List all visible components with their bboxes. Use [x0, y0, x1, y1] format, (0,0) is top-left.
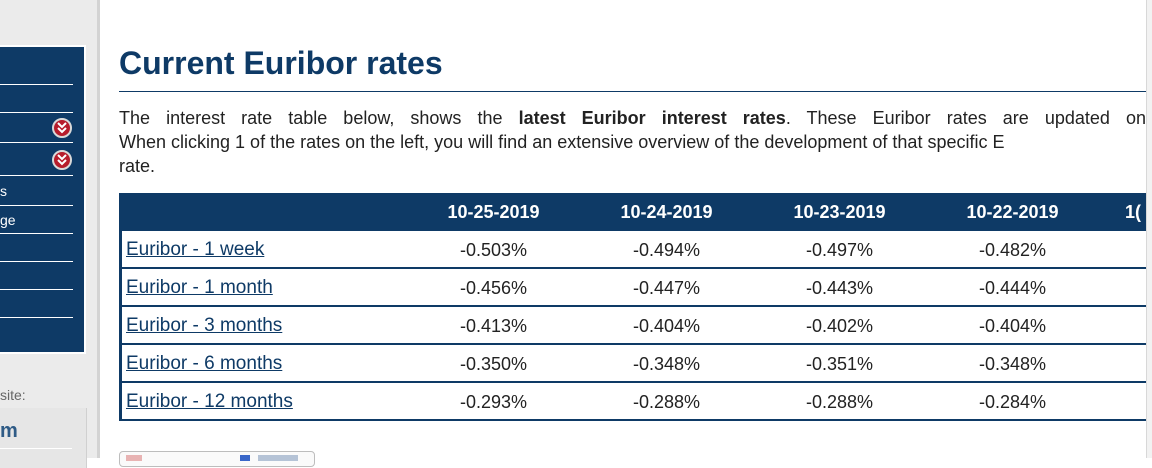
site-label: site: [0, 387, 26, 403]
euribor-rates-table: 10-25-2019 10-24-2019 10-23-2019 10-22-2… [119, 193, 1146, 421]
rate-value: -0.348% [978, 354, 1047, 374]
sidebar-nav: s ge [0, 45, 86, 354]
intro-text: The interest rate table below, shows the [119, 108, 519, 128]
rate-link[interactable]: Euribor - 6 months [126, 353, 283, 374]
rate-value: -0.413% [459, 316, 528, 336]
table-header-row: 10-25-2019 10-24-2019 10-23-2019 10-22-2… [119, 193, 1146, 231]
intro-paragraph: The interest rate table below, shows the… [119, 106, 1146, 178]
intro-line: When clicking 1 of the rates on the left… [119, 132, 1005, 152]
row-marker [119, 307, 122, 343]
sidebar-separator [0, 112, 73, 113]
sidebar-separator [0, 205, 73, 206]
sidebar-separator [0, 233, 73, 234]
scrollbar-edge[interactable] [1146, 0, 1152, 458]
rate-value: -0.494% [632, 240, 701, 260]
row-marker [119, 269, 122, 305]
rate-value: -0.444% [978, 278, 1047, 298]
row-marker [119, 345, 122, 381]
column-header-date: 10-25-2019 [447, 202, 540, 222]
title-underline [119, 91, 1146, 92]
rate-value: -0.348% [632, 354, 701, 374]
column-header-date: 10-23-2019 [793, 202, 886, 222]
row-marker [119, 383, 122, 419]
sidebar-separator [0, 261, 73, 262]
site-box-separator [0, 448, 72, 449]
page-title: Current Euribor rates [119, 45, 443, 81]
widget-part [126, 455, 142, 461]
rate-link[interactable]: Euribor - 3 months [126, 315, 283, 336]
chevron-double-down-icon [57, 154, 67, 166]
rate-value: -0.351% [805, 354, 874, 374]
table-row: Euribor - 3 months -0.413% -0.404% -0.40… [119, 307, 1146, 345]
intro-line: The interest rate table below, shows the… [119, 106, 1146, 130]
rate-value: -0.402% [805, 316, 874, 336]
intro-text: . These Euribor rates are updated on [785, 108, 1146, 128]
rate-value: -0.497% [805, 240, 874, 260]
rate-value: -0.350% [459, 354, 528, 374]
table-row: Euribor - 6 months -0.350% -0.348% -0.35… [119, 345, 1146, 383]
share-widget[interactable] [119, 451, 315, 467]
sidebar-separator [0, 317, 73, 318]
table-row: Euribor - 1 week -0.503% -0.494% -0.497%… [119, 231, 1146, 269]
rate-value: -0.404% [978, 316, 1047, 336]
site-box-text: m [0, 420, 18, 442]
column-header-date: 1( [1125, 202, 1142, 222]
widget-part [258, 455, 298, 461]
sidebar-item-label[interactable]: ge [0, 212, 16, 228]
rate-value: -0.503% [459, 240, 528, 260]
sidebar-divider [97, 0, 100, 458]
sidebar-expand-button[interactable] [52, 150, 72, 170]
rate-value: -0.293% [459, 392, 528, 412]
site-box[interactable]: m [0, 408, 87, 468]
sidebar-separator [0, 175, 73, 176]
rate-link[interactable]: Euribor - 12 months [126, 391, 293, 412]
chevron-double-down-icon [57, 122, 67, 134]
row-marker [119, 231, 122, 267]
intro-emphasis: latest Euribor interest rates [518, 108, 786, 128]
sidebar-expand-button[interactable] [52, 118, 72, 138]
rate-link[interactable]: Euribor - 1 week [126, 239, 265, 260]
rate-value: -0.404% [632, 316, 701, 336]
rate-value: -0.447% [632, 278, 701, 298]
column-header-date: 10-22-2019 [966, 202, 1059, 222]
sidebar-item-label[interactable]: s [0, 183, 7, 199]
rate-value: -0.288% [632, 392, 701, 412]
column-header-date: 10-24-2019 [620, 202, 713, 222]
sidebar-separator [0, 289, 73, 290]
rate-value: -0.456% [459, 278, 528, 298]
widget-part [240, 455, 250, 461]
intro-line: rate. [119, 156, 156, 176]
rate-value: -0.288% [805, 392, 874, 412]
rate-value: -0.443% [805, 278, 874, 298]
sidebar-separator [0, 84, 73, 85]
rate-value: -0.482% [978, 240, 1047, 260]
table-row: Euribor - 12 months -0.293% -0.288% -0.2… [119, 383, 1146, 421]
sidebar-separator [0, 142, 73, 143]
rate-value: -0.284% [978, 392, 1047, 412]
table-row: Euribor - 1 month -0.456% -0.447% -0.443… [119, 269, 1146, 307]
rate-link[interactable]: Euribor - 1 month [126, 277, 273, 298]
